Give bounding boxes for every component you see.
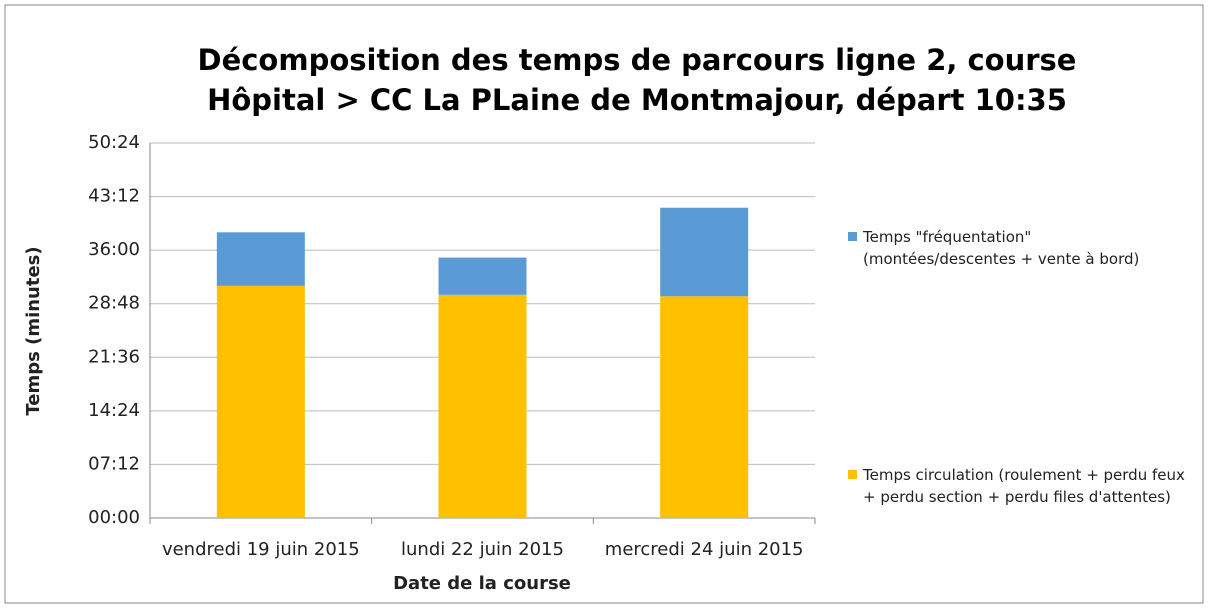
legend-label: Temps circulation (roulement + perdu feu… bbox=[863, 466, 1185, 506]
x-tick-label: vendredi 19 juin 2015 bbox=[162, 539, 360, 560]
y-tick-label: 28:48 bbox=[88, 293, 140, 314]
legend-swatch bbox=[848, 232, 857, 241]
bar bbox=[438, 257, 527, 295]
bar bbox=[216, 285, 305, 518]
y-tick-label: 21:36 bbox=[88, 346, 140, 367]
bar bbox=[660, 296, 749, 518]
y-tick-label: 07:12 bbox=[88, 453, 140, 474]
legend-label: Temps "fréquentation" (montées/descentes… bbox=[863, 228, 1140, 268]
y-axis-label: Temps (minutes) bbox=[23, 246, 44, 415]
x-tick-label: lundi 22 juin 2015 bbox=[401, 539, 564, 560]
y-tick-label: 36:00 bbox=[88, 239, 140, 260]
bar bbox=[216, 232, 305, 286]
legend-item: Temps circulation (roulement + perdu feu… bbox=[848, 464, 1188, 508]
legend-item: Temps "fréquentation" (montées/descentes… bbox=[848, 226, 1188, 270]
x-axis-label: Date de la course bbox=[393, 573, 571, 594]
y-tick-label: 00:00 bbox=[88, 507, 140, 528]
y-tick-label: 50:24 bbox=[88, 132, 140, 153]
x-tick-label: mercredi 24 juin 2015 bbox=[605, 539, 804, 560]
y-tick-label: 14:24 bbox=[88, 400, 140, 421]
legend-swatch bbox=[848, 470, 857, 479]
bar bbox=[438, 294, 527, 518]
y-tick-label: 43:12 bbox=[88, 186, 140, 207]
chart-border bbox=[4, 4, 1204, 604]
chart-title: Décomposition des temps de parcours lign… bbox=[197, 43, 1077, 117]
bar bbox=[660, 207, 749, 297]
